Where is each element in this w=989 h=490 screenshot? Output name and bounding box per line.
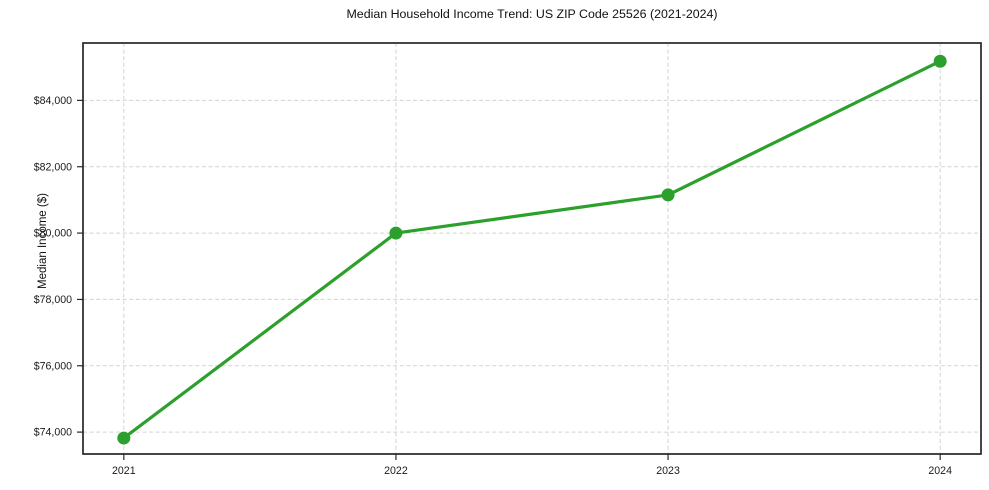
data-point-2023 — [661, 188, 675, 202]
x-tick-label: 2021 — [112, 465, 136, 477]
x-tick-label: 2024 — [928, 465, 952, 477]
y-tick-label: $80,000 — [34, 228, 72, 240]
y-tick-label: $74,000 — [34, 427, 72, 439]
x-tick-label: 2023 — [656, 465, 680, 477]
data-point-2022 — [389, 226, 403, 240]
chart-title: Median Household Income Trend: US ZIP Co… — [346, 7, 718, 21]
plot-frame — [82, 42, 982, 455]
y-tick-label: $84,000 — [34, 95, 72, 107]
y-tick-label: $78,000 — [34, 294, 72, 306]
y-tick-label: $76,000 — [34, 360, 72, 372]
data-point-2021 — [117, 431, 131, 445]
trend-line — [122, 59, 942, 440]
data-point-2024 — [933, 54, 947, 68]
y-tick-label: $82,000 — [34, 161, 72, 173]
x-tick-label: 2022 — [384, 465, 408, 477]
